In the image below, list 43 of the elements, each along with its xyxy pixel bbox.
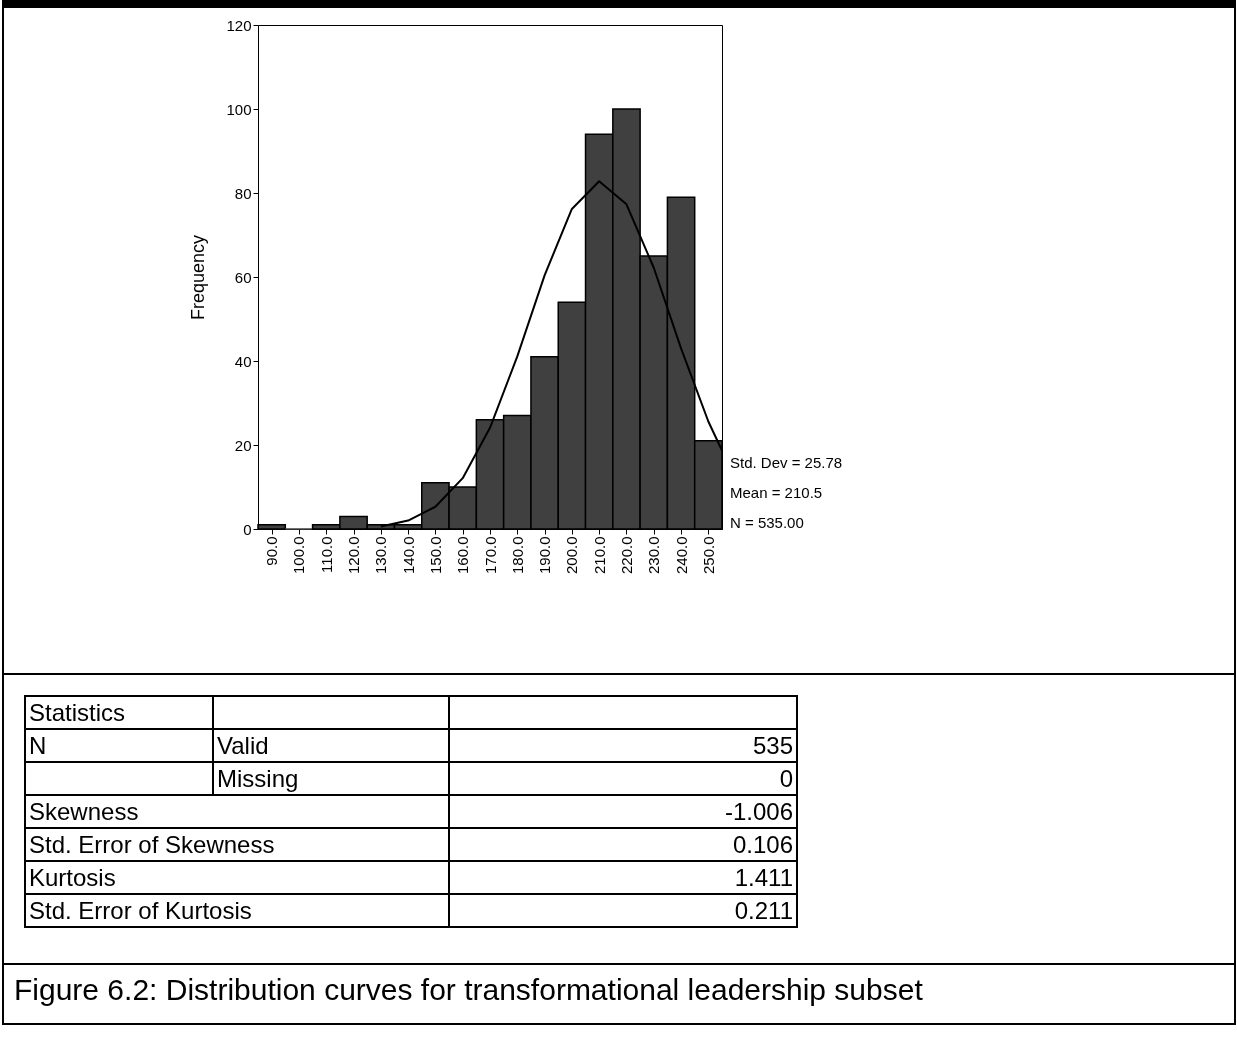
x-tick-label: 130.0 (372, 536, 390, 575)
x-tick-label: 110.0 (317, 536, 335, 573)
y-tick-label: 80 (234, 184, 252, 202)
text: Valid (213, 729, 449, 762)
x-tick-label: 180.0 (508, 536, 526, 575)
y-tick-label: 20 (234, 436, 252, 454)
text: Mean = 210.5 (730, 484, 823, 501)
text: 535 (449, 729, 797, 762)
text: Std. Error of Kurtosis (25, 894, 449, 927)
text: 0 (449, 762, 797, 795)
text: Std. Error of Skewness (25, 828, 449, 861)
x-tick-label: 200.0 (563, 536, 581, 575)
text: Std. Dev = 25.78 (730, 454, 843, 471)
text: Missing (213, 762, 449, 795)
y-tick-label: 0 (243, 520, 252, 538)
text: N = 535.00 (730, 514, 804, 531)
text: 1.411 (449, 861, 797, 894)
text: Kurtosis (25, 861, 449, 894)
y-axis-title: Frequency (188, 234, 209, 321)
y-tick-label: 100 (226, 100, 252, 118)
caption: Figure 6.2: Distribution curves for transformational leadership subset (13, 972, 924, 1008)
y-tick-label: 60 (234, 268, 252, 286)
x-tick-label: 160.0 (454, 536, 472, 575)
x-tick-label: 220.0 (617, 536, 635, 575)
x-tick-label: 150.0 (426, 536, 444, 575)
x-tick-label: 140.0 (399, 536, 417, 575)
y-tick-label: 40 (234, 352, 252, 370)
x-tick-label: 250.0 (699, 536, 717, 575)
x-tick-label: 230.0 (645, 536, 663, 575)
text: 0.211 (449, 894, 797, 927)
y-tick-label: 120 (226, 16, 252, 34)
text: N (25, 729, 213, 762)
x-tick-label: 240.0 (672, 536, 690, 575)
x-tick-label: 190.0 (536, 536, 554, 575)
x-tick-label: 170.0 (481, 536, 499, 575)
x-tick-label: 90.0 (263, 536, 281, 566)
x-tick-label: 210.0 (590, 536, 608, 575)
text: -1.006 (449, 795, 797, 828)
x-tick-label: 120.0 (345, 536, 363, 575)
x-tick-label: 100.0 (290, 536, 308, 575)
text: Skewness (25, 795, 449, 828)
text: Statistics (25, 696, 213, 729)
text: 0.106 (449, 828, 797, 861)
